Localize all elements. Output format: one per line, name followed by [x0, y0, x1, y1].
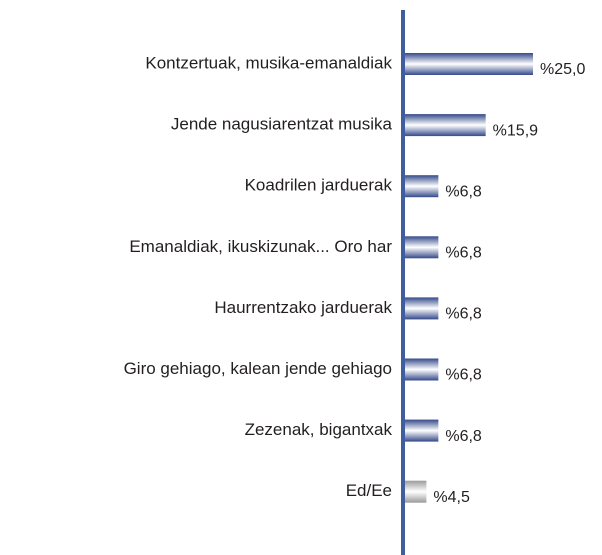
bar: [403, 236, 439, 259]
category-label: Ed/Ee: [346, 481, 392, 500]
bar: [403, 175, 439, 198]
category-label: Emanaldiak, ikuskizunak... Oro har: [129, 237, 392, 256]
value-label: %6,8: [445, 245, 482, 262]
bar: [403, 53, 533, 75]
bar: [403, 114, 486, 137]
category-label: Giro gehiago, kalean jende gehiago: [124, 359, 392, 378]
bar: [403, 358, 439, 381]
category-label: Haurrentzako jarduerak: [214, 298, 392, 317]
value-label: %4,5: [433, 489, 470, 506]
value-label: %25,0: [540, 61, 585, 78]
bar: [403, 297, 439, 320]
bar: [403, 419, 439, 442]
category-label: Jende nagusiarentzat musika: [171, 115, 393, 134]
category-label: Koadrilen jarduerak: [245, 176, 393, 195]
bar: [403, 480, 427, 503]
value-label: %6,8: [445, 367, 482, 384]
value-label: %15,9: [493, 122, 538, 139]
value-label: %6,8: [445, 428, 482, 445]
category-label: Zezenak, bigantxak: [245, 420, 393, 439]
value-label: %6,8: [445, 306, 482, 323]
value-label: %6,8: [445, 183, 482, 200]
category-label: Kontzertuak, musika-emanaldiak: [145, 53, 392, 72]
